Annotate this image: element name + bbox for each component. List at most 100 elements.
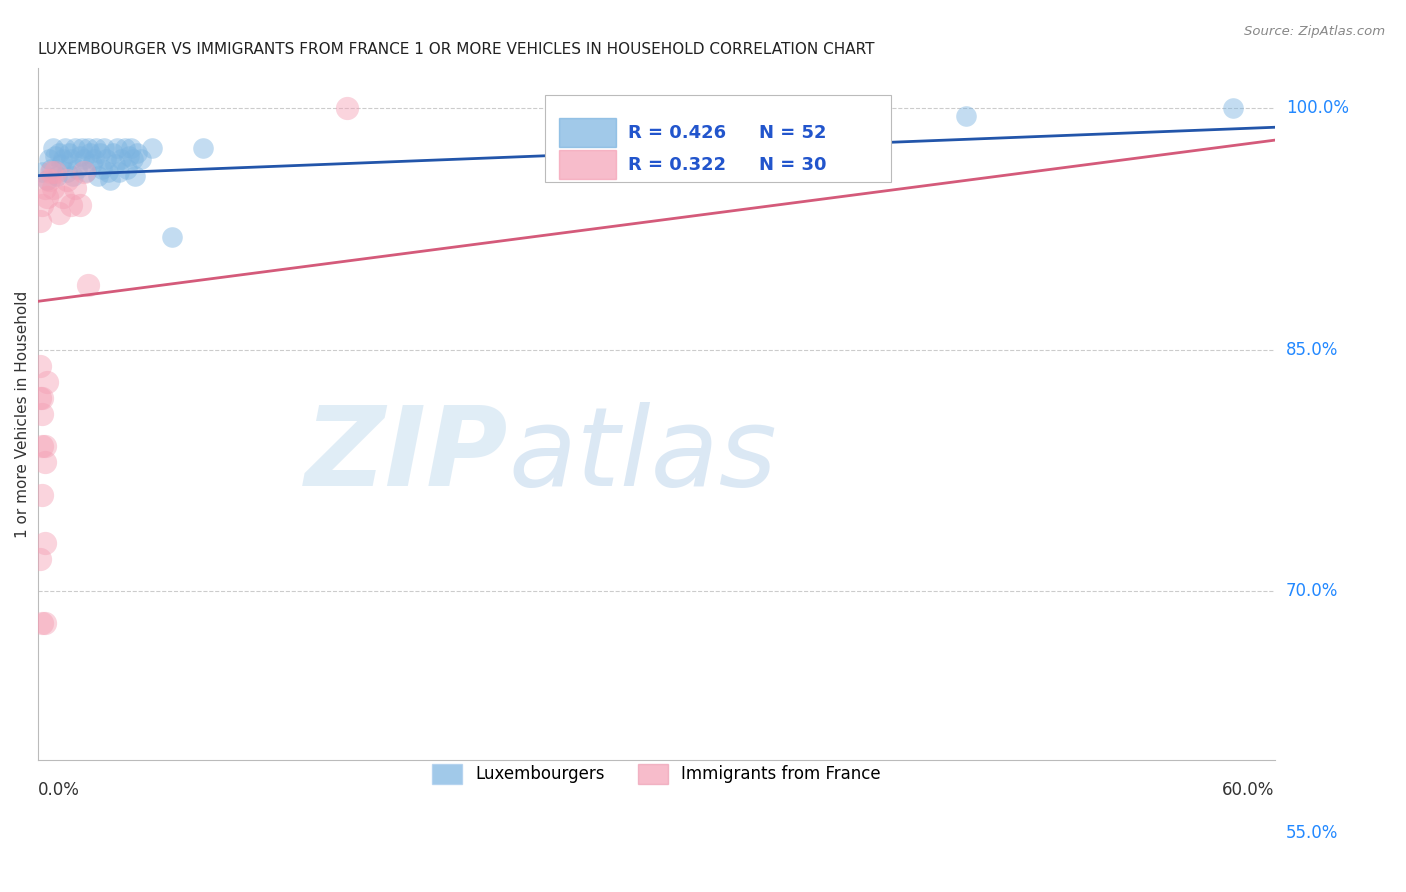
Y-axis label: 1 or more Vehicles in Household: 1 or more Vehicles in Household xyxy=(15,291,30,538)
Point xyxy=(38,173,60,187)
Point xyxy=(56,173,79,187)
Point xyxy=(105,141,128,155)
Point xyxy=(645,101,668,115)
Text: 60.0%: 60.0% xyxy=(1222,781,1275,799)
Text: 100.0%: 100.0% xyxy=(1286,99,1348,117)
Point xyxy=(62,169,84,183)
Point xyxy=(69,197,91,211)
Point xyxy=(84,141,107,155)
Point xyxy=(52,153,75,167)
Point xyxy=(31,616,53,631)
Point xyxy=(48,205,70,219)
Point xyxy=(79,146,101,161)
Point xyxy=(31,165,53,179)
Text: Source: ZipAtlas.com: Source: ZipAtlas.com xyxy=(1244,25,1385,38)
Point xyxy=(96,153,118,167)
Point xyxy=(141,141,163,155)
Point xyxy=(56,165,79,179)
Point xyxy=(83,153,105,167)
Point xyxy=(39,162,62,177)
Point xyxy=(39,165,62,179)
Text: 85.0%: 85.0% xyxy=(1286,341,1339,359)
Point xyxy=(110,153,132,167)
Point xyxy=(31,487,53,501)
Text: 70.0%: 70.0% xyxy=(1286,582,1339,600)
Point xyxy=(1222,101,1244,115)
Point xyxy=(73,153,96,167)
Text: N = 30: N = 30 xyxy=(759,155,827,174)
Point xyxy=(30,552,52,566)
Text: 55.0%: 55.0% xyxy=(1286,824,1339,842)
FancyBboxPatch shape xyxy=(546,95,891,182)
Point xyxy=(45,169,67,183)
Point xyxy=(69,149,91,163)
Point xyxy=(60,153,83,167)
Point xyxy=(103,157,125,171)
Point xyxy=(44,149,66,163)
Legend: Luxembourgers, Immigrants from France: Luxembourgers, Immigrants from France xyxy=(425,757,887,790)
Point xyxy=(48,146,70,161)
Point xyxy=(42,181,65,195)
Point xyxy=(30,391,52,405)
Point xyxy=(336,101,359,115)
Point xyxy=(65,181,87,195)
Point xyxy=(97,165,120,179)
Point xyxy=(35,173,58,187)
FancyBboxPatch shape xyxy=(558,119,616,147)
Point xyxy=(31,439,53,453)
Point xyxy=(42,141,65,155)
Point xyxy=(91,162,114,177)
Point xyxy=(58,146,80,161)
Point xyxy=(38,153,60,167)
Point xyxy=(34,439,56,453)
Point xyxy=(107,165,129,179)
Point xyxy=(52,189,75,203)
Point xyxy=(162,229,184,244)
Point xyxy=(100,173,122,187)
Point xyxy=(76,141,98,155)
Point xyxy=(31,197,53,211)
Text: N = 52: N = 52 xyxy=(759,124,827,142)
Point xyxy=(44,165,66,179)
Point xyxy=(34,616,56,631)
Point xyxy=(30,213,52,227)
Point xyxy=(66,162,89,177)
Point xyxy=(87,169,110,183)
Text: R = 0.426: R = 0.426 xyxy=(628,124,727,142)
Point xyxy=(65,141,87,155)
Point xyxy=(118,149,141,163)
Point xyxy=(76,278,98,293)
Text: 0.0%: 0.0% xyxy=(38,781,80,799)
Point xyxy=(80,157,103,171)
Point xyxy=(70,141,93,155)
Point xyxy=(34,455,56,469)
Point xyxy=(35,189,58,203)
Point xyxy=(53,141,76,155)
Text: R = 0.322: R = 0.322 xyxy=(628,155,727,174)
Point xyxy=(35,375,58,389)
Point xyxy=(31,407,53,421)
Point xyxy=(34,181,56,195)
Point xyxy=(122,153,145,167)
Point xyxy=(124,169,146,183)
Point xyxy=(49,157,72,171)
Point xyxy=(75,165,97,179)
Point xyxy=(131,153,153,167)
Point xyxy=(955,109,977,123)
Point xyxy=(193,141,215,155)
Text: ZIP: ZIP xyxy=(305,402,508,509)
Point xyxy=(127,146,149,161)
Text: LUXEMBOURGER VS IMMIGRANTS FROM FRANCE 1 OR MORE VEHICLES IN HOUSEHOLD CORRELATI: LUXEMBOURGER VS IMMIGRANTS FROM FRANCE 1… xyxy=(38,42,875,57)
FancyBboxPatch shape xyxy=(558,150,616,179)
Point xyxy=(93,141,115,155)
Point xyxy=(34,536,56,550)
Text: atlas: atlas xyxy=(508,402,776,509)
Point xyxy=(60,197,83,211)
Point xyxy=(120,141,142,155)
Point xyxy=(101,146,124,161)
Point xyxy=(115,162,138,177)
Point xyxy=(89,146,111,161)
Point xyxy=(114,141,136,155)
Point xyxy=(73,165,96,179)
Point xyxy=(30,359,52,373)
